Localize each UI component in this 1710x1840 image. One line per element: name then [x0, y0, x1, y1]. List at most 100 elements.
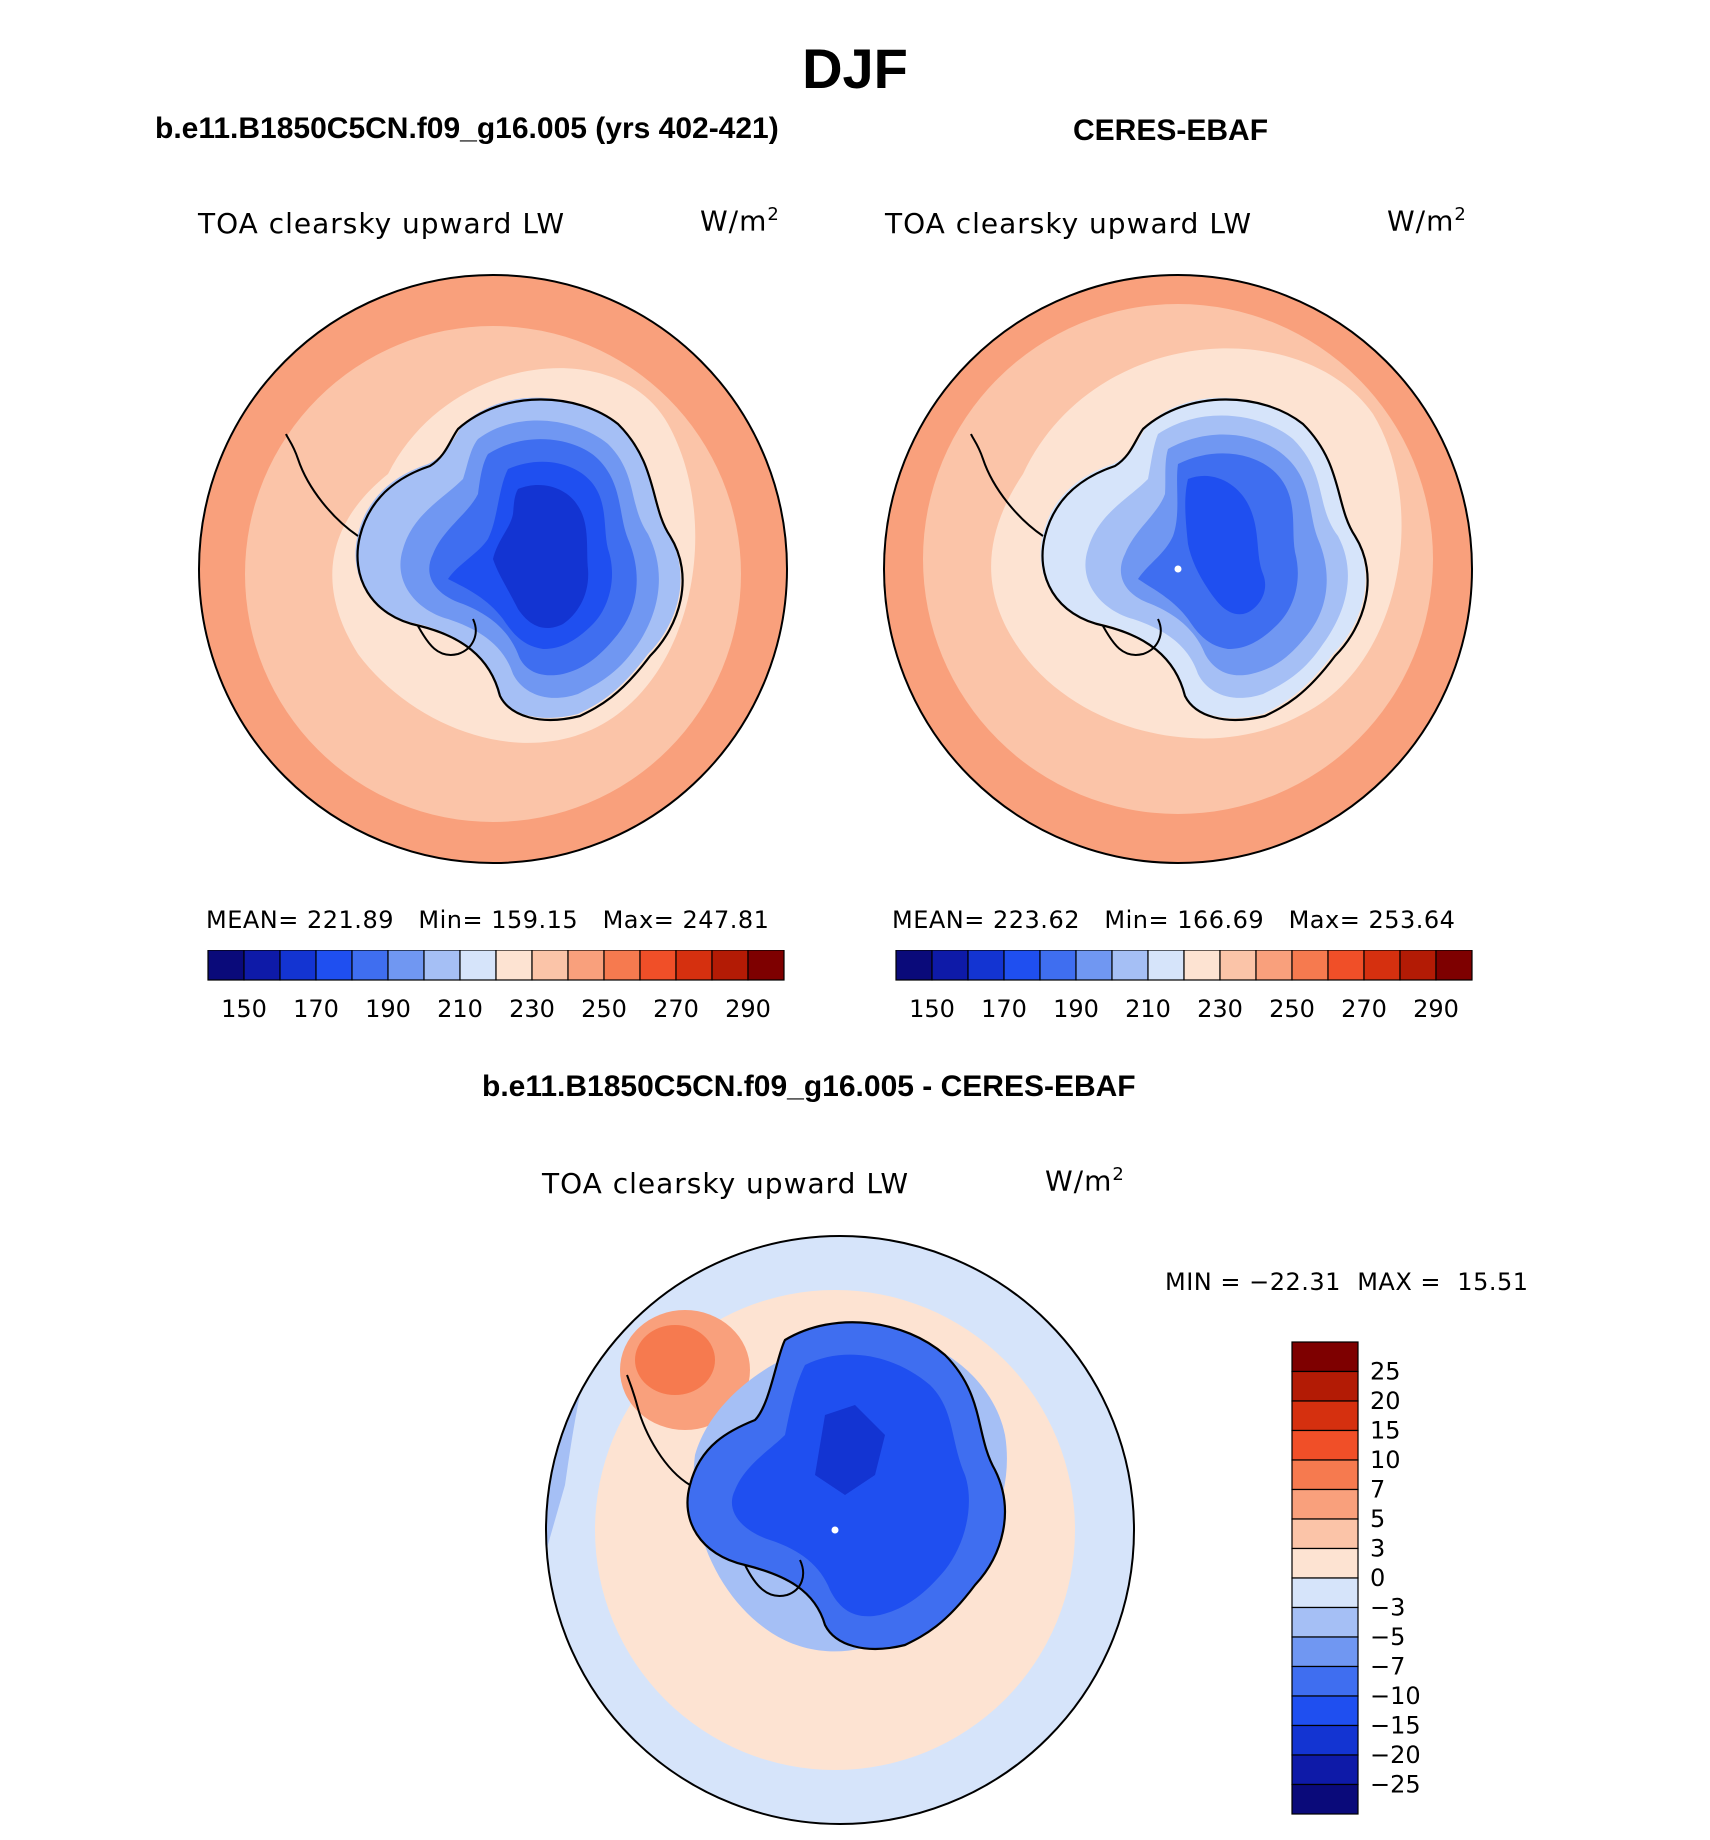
colorbar-cell — [1111, 950, 1149, 981]
colorbar-cell — [1363, 950, 1401, 981]
colorbar-cell — [1291, 1488, 1359, 1520]
panel2-variable-label: TOA clearsky upward LW — [885, 207, 1253, 240]
colorbar-cell — [931, 950, 969, 981]
colorbar-cell — [495, 950, 533, 981]
colorbar-cell — [1291, 1665, 1359, 1697]
diff-polar-map — [545, 1235, 1135, 1825]
model-case-title: b.e11.B1850C5CN.f09_g16.005 (yrs 402-421… — [155, 112, 779, 145]
colorbar-cell — [531, 950, 569, 981]
panel1-variable-label: TOA clearsky upward LW — [198, 207, 566, 240]
colorbar-tick-label: 0 — [1370, 1564, 1385, 1592]
obs-case-title: CERES-EBAF — [1073, 114, 1269, 147]
colorbar-cell — [1291, 950, 1329, 981]
colorbar-cell — [1291, 1783, 1359, 1815]
map-border — [198, 274, 788, 864]
colorbar-tick-label: −10 — [1370, 1682, 1421, 1710]
colorbar-tick-label: −20 — [1370, 1741, 1421, 1769]
colorbar-tick-label: 250 — [581, 995, 627, 1023]
colorbar-tick-label: −5 — [1370, 1623, 1405, 1651]
colorbar-tick-label: 10 — [1370, 1446, 1401, 1474]
colorbar-tick-label: −15 — [1370, 1712, 1421, 1740]
antarctic-peninsula — [626, 1374, 691, 1486]
colorbar-cell — [1291, 1577, 1359, 1609]
zone-plateau — [1185, 475, 1266, 615]
antarctic-coastline — [1041, 398, 1369, 721]
panel2-stats: MEAN= 223.62 Min= 166.69 Max= 253.64 — [892, 906, 1456, 934]
colorbar-cell — [967, 950, 1005, 981]
colorbar-tick-label: 270 — [1341, 995, 1387, 1023]
colorbar-tick-label: 270 — [653, 995, 699, 1023]
colorbar-tick-label: 290 — [1413, 995, 1459, 1023]
colorbar-cell — [387, 950, 425, 981]
colorbar-tick-label: −3 — [1370, 1594, 1405, 1622]
colorbar-tick-label: 20 — [1370, 1387, 1401, 1415]
colorbar-cell — [315, 950, 353, 981]
colorbar-cell — [567, 950, 605, 981]
ross-ice-shelf — [744, 1559, 805, 1597]
zone-interior-cold — [815, 1405, 885, 1495]
colorbar-cell — [1399, 950, 1437, 981]
colorbar-tick-label: 250 — [1269, 995, 1315, 1023]
colorbar-tick-label: 290 — [725, 995, 771, 1023]
colorbar-tick-label: 25 — [1370, 1358, 1401, 1386]
colorbar-tick-label: 230 — [509, 995, 555, 1023]
colorbar-cell — [207, 950, 245, 981]
colorbar-cell — [1291, 1695, 1359, 1727]
colorbar-cell — [243, 950, 281, 981]
colorbar-tick-label: 230 — [1197, 995, 1243, 1023]
zone-plateau — [493, 485, 589, 629]
season-title: DJF — [802, 37, 908, 100]
colorbar-cell — [1039, 950, 1077, 981]
colorbar-tick-label: 210 — [1125, 995, 1171, 1023]
colorbar-cell — [1291, 1400, 1359, 1432]
antarctic-peninsula — [970, 433, 1044, 537]
colorbar-cell — [1183, 950, 1221, 981]
colorbar-cell — [1291, 1606, 1359, 1638]
colorbar-cell — [1291, 1459, 1359, 1491]
colorbar-cell — [1003, 950, 1041, 981]
panel2-units-label: W/m2 — [1387, 204, 1467, 238]
colorbar-cell — [1291, 1518, 1359, 1550]
obs-polar-map — [883, 274, 1473, 864]
colorbar-cell — [423, 950, 461, 981]
ross-ice-shelf — [1102, 618, 1162, 656]
colorbar-cell — [747, 950, 785, 981]
colorbar-tick-label: 210 — [437, 995, 483, 1023]
panel1-colorbar: 150 170 190 210 230 250 270 290 — [207, 950, 785, 1023]
colorbar-tick-label: 190 — [1053, 995, 1099, 1023]
colorbar-cell — [639, 950, 677, 981]
map-border — [545, 1235, 1135, 1825]
colorbar-cell — [1255, 950, 1293, 981]
panel1-units-label: W/m2 — [700, 204, 780, 238]
model-polar-map — [198, 274, 788, 864]
colorbar-tick-label: −25 — [1370, 1771, 1421, 1799]
colorbar-cell — [1147, 950, 1185, 981]
colorbar-cell — [1435, 950, 1473, 981]
colorbar-cell — [1291, 1636, 1359, 1668]
south-pole-marker — [1174, 565, 1182, 573]
colorbar-cell — [1291, 1370, 1359, 1402]
colorbar-cell — [895, 950, 933, 981]
ross-ice-shelf — [417, 618, 477, 656]
colorbar-cell — [675, 950, 713, 981]
colorbar-cell — [459, 950, 497, 981]
colorbar-cell — [351, 950, 389, 981]
colorbar-cell — [1327, 950, 1365, 981]
colorbar-cell — [1291, 1341, 1359, 1373]
colorbar-tick-label: 150 — [221, 995, 267, 1023]
colorbar-cell — [1291, 1429, 1359, 1461]
colorbar-tick-label: 170 — [981, 995, 1027, 1023]
colorbar-tick-label: −7 — [1370, 1653, 1405, 1681]
colorbar-cell — [1219, 950, 1257, 981]
diff-minmax: MIN = −22.31 MAX = 15.51 — [1165, 1268, 1529, 1296]
colorbar-cell — [279, 950, 317, 981]
colorbar-cell — [1075, 950, 1113, 981]
colorbar-cell — [1291, 1754, 1359, 1786]
colorbar-tick-label: 170 — [293, 995, 339, 1023]
south-pole-marker — [831, 1526, 839, 1534]
colorbar-tick-label: 5 — [1370, 1505, 1385, 1533]
diff-units-label: W/m2 — [1045, 1164, 1125, 1198]
antarctic-coastline — [356, 398, 684, 721]
colorbar-cell — [711, 950, 749, 981]
